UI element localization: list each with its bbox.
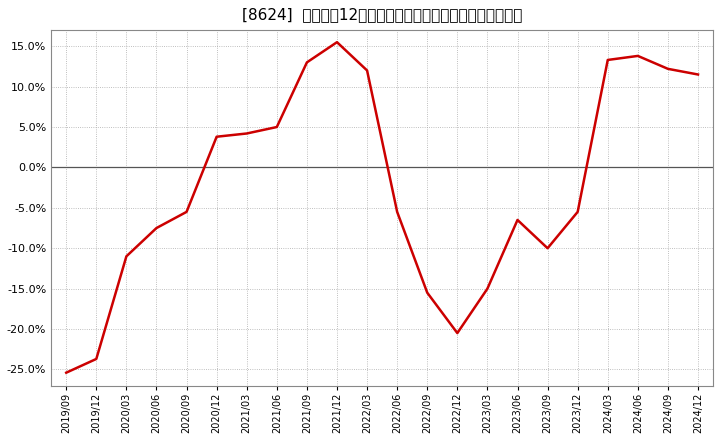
Title: [8624]  売上高の12か月移動合計の対前年同期増減率の推移: [8624] 売上高の12か月移動合計の対前年同期増減率の推移: [242, 7, 522, 22]
